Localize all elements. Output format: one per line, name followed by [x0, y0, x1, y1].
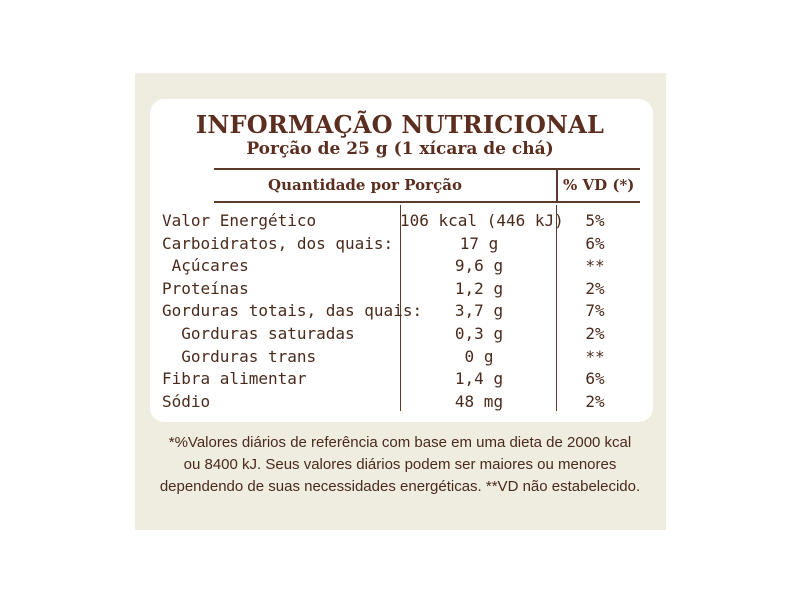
footnote-line: *%Valores diários de referência com base… — [168, 434, 632, 451]
footnote-line: ou 8400 kJ. Seus valores diários podem s… — [183, 456, 617, 473]
nutrient-daily-value: 7% — [585, 301, 605, 320]
header-bottom-rule — [214, 201, 640, 203]
nutrient-quantity: 0,3 g — [454, 324, 504, 343]
nutrient-name: Carboidratos, dos quais: — [162, 234, 394, 253]
nutrient-daily-value: 2% — [585, 279, 605, 298]
nutrient-daily-value: ** — [585, 256, 605, 275]
nutrient-quantity: 17 g — [459, 234, 499, 253]
nutrient-daily-value: ** — [585, 347, 605, 366]
header-column-divider — [556, 168, 558, 203]
nutrient-daily-value: 2% — [585, 324, 605, 343]
header-top-rule — [214, 168, 640, 170]
nutrient-daily-value: 6% — [585, 234, 605, 253]
nutrient-quantity: 0 g — [464, 347, 494, 366]
nutrient-quantity: 106 kcal (446 kJ) — [400, 211, 564, 230]
nutrient-daily-value: 5% — [585, 211, 605, 230]
nutrient-name: Gorduras trans — [162, 347, 317, 366]
nutrition-table-card — [150, 99, 653, 422]
nutrient-name: Valor Energético — [162, 211, 317, 230]
nutrient-name: Sódio — [162, 392, 211, 411]
nutrient-name: Fibra alimentar — [162, 369, 307, 388]
nutrient-quantity: 3,7 g — [454, 301, 504, 320]
nutrient-name: Gorduras totais, das quais: — [162, 301, 423, 320]
nutrient-quantity: 1,4 g — [454, 369, 504, 388]
nutrient-name: Açúcares — [162, 256, 249, 275]
footnote-line: dependendo de suas necessidades energéti… — [159, 478, 641, 495]
footnote: *%Valores diários de referência com base… — [150, 432, 650, 498]
label-title: INFORMAÇÃO NUTRICIONAL — [195, 110, 605, 139]
nutrient-quantity: 9,6 g — [454, 256, 504, 275]
nutrient-name: Gorduras saturadas — [162, 324, 355, 343]
quantity-column-right-rule — [556, 205, 557, 411]
nutrient-name: Proteínas — [162, 279, 249, 298]
quantity-column-left-rule — [400, 205, 401, 411]
serving-size: Porção de 25 g (1 xícara de chá) — [246, 139, 554, 159]
quantity-column-header: Quantidade por Porção — [268, 176, 462, 194]
daily-value-column-header: % VD (*) — [563, 176, 635, 194]
nutrient-quantity: 48 mg — [454, 392, 504, 411]
nutrient-daily-value: 2% — [585, 392, 605, 411]
nutrient-daily-value: 6% — [585, 369, 605, 388]
nutrient-quantity: 1,2 g — [454, 279, 504, 298]
